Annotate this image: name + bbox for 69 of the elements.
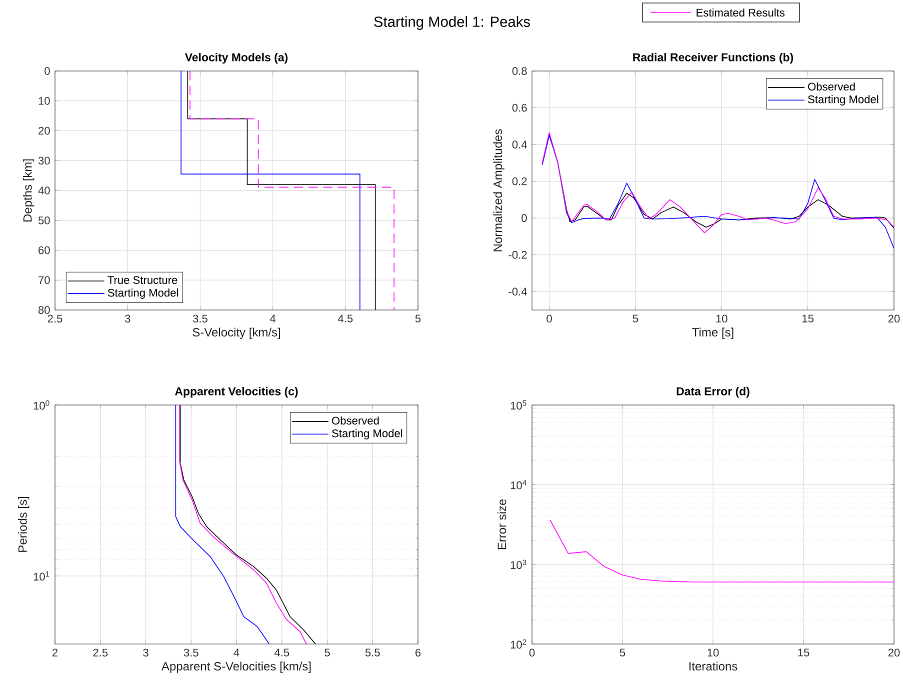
y-axis-title: Error size (497, 499, 506, 550)
y-tick-label: 10$^{5}$ (510, 400, 526, 410)
y-tick-label: -0.4 (508, 288, 527, 296)
x-tick-label: 2.5 (48, 314, 62, 323)
text: Starting Model 1: Peaks (374, 16, 530, 30)
y-tick-label: 20 (38, 126, 50, 135)
x-tick-label: 6 (415, 648, 421, 657)
y-tick-label: 10$^{1}$ (34, 571, 50, 581)
y-tick-label: 40 (38, 186, 50, 194)
x-tick-label: 3 (143, 648, 148, 657)
y-tick-label: 30 (38, 156, 50, 165)
y-tick-label: 70 (38, 276, 50, 284)
x-tick-label: 10 (716, 314, 728, 323)
y-tick-label: 60 (38, 246, 50, 254)
y-tick-label: 0 (44, 67, 50, 75)
x-tick-label: 5 (632, 314, 638, 322)
x-tick-label: 2 (52, 648, 58, 656)
legend-label: Estimated Results (696, 8, 785, 17)
y-tick-label: 0.6 (512, 104, 527, 112)
x-tick-label: 0 (546, 314, 552, 323)
line-series (175, 404, 270, 644)
x-axis-title: Time [s] (692, 328, 734, 339)
x-tick-label: 15 (798, 648, 810, 656)
y-tick-label: -0.2 (508, 250, 527, 259)
x-tick-label: 3.5 (184, 648, 198, 657)
x-tick-label: 0 (529, 648, 535, 657)
x-tick-label: 20 (888, 648, 900, 657)
x-tick-label: 5 (415, 314, 421, 322)
chart-title: Apparent Velocities (c) (174, 386, 298, 398)
chart-title: Velocity Models (a) (184, 52, 288, 64)
y-tick-label: 0.2 (512, 177, 527, 186)
y-axis-title: Depths [km] (22, 159, 34, 222)
x-tick-label: 5 (620, 648, 626, 656)
legend-label: True Structure (108, 276, 178, 284)
x-tick-label: 3.5 (192, 314, 208, 323)
chart-title: Radial Receiver Functions (b) (633, 52, 794, 64)
y-tick-label: 10$^{0}$ (34, 400, 50, 410)
legend-label: Observed (332, 416, 379, 425)
x-tick-label: 4.5 (338, 314, 353, 322)
x-axis-title: Apparent S-Velocities [km/s] (161, 662, 311, 673)
x-tick-label: 4 (270, 314, 276, 322)
x-axis-title: Iterations (689, 662, 738, 671)
x-tick-label: 20 (888, 314, 900, 323)
x-axis-title: S-Velocity [km/s] (192, 328, 280, 339)
x-tick-label: 3 (124, 314, 130, 323)
y-axis-title: Normalized Amplitudes (493, 129, 504, 252)
y-tick-label: 10$^{4}$ (510, 480, 526, 490)
y-tick-label: 0.4 (512, 140, 527, 148)
legend-label: Starting Model (332, 429, 402, 440)
y-tick-label: 10$^{3}$ (510, 560, 526, 569)
legend-label: Observed (808, 82, 855, 91)
x-tick-label: 5 (324, 648, 330, 656)
chart-title: Data Error (d) (676, 386, 750, 398)
y-axis-title: Periods [s] (18, 497, 30, 552)
x-tick-label: 10 (708, 648, 719, 657)
y-tick-label: 80 (38, 306, 50, 314)
y-tick-label: 50 (38, 216, 50, 224)
legend-label: Starting Model (808, 95, 878, 106)
legend-label: Starting Model (108, 288, 178, 299)
x-tick-label: 2.5 (93, 648, 108, 657)
y-tick-label: 10 (38, 96, 50, 105)
y-tick-label: 0 (522, 214, 527, 222)
x-tick-label: 15 (802, 314, 814, 322)
x-tick-label: 4.5 (274, 648, 290, 656)
x-tick-label: 4 (234, 648, 240, 656)
x-tick-label: 5.5 (365, 648, 380, 656)
line-series (542, 134, 894, 249)
y-tick-label: 0.8 (512, 67, 527, 75)
y-tick-label: 10$^{2}$ (510, 639, 526, 649)
